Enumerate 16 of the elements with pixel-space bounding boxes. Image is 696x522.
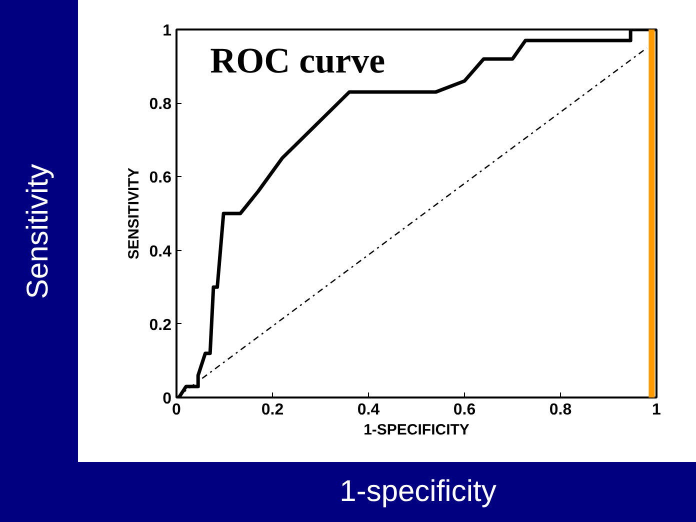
text: Sensitivity (20, 163, 56, 299)
x-tick-label: 1 (652, 402, 662, 418)
y-tick-label: 1 (162, 22, 172, 40)
y-axis-title: SENSITIVITY (125, 168, 142, 260)
y-tick-label: 0.6 (149, 170, 172, 187)
x-axis-title: 1-SPECIFICITY (364, 422, 470, 438)
x-tick-label: 0.8 (549, 402, 572, 418)
x-tick-label: 0.2 (261, 402, 284, 418)
chart-title: ROC curve (210, 40, 386, 81)
y-tick-label: 0.2 (149, 316, 172, 334)
text: 1-specificity (340, 474, 496, 510)
x-tick-label: 0.4 (357, 402, 380, 418)
y-tick-label: 0 (162, 390, 172, 408)
y-tick-label: 0.8 (149, 96, 172, 114)
y-tick-label: 0.4 (149, 243, 172, 260)
x-tick-label: 0.6 (453, 402, 476, 418)
